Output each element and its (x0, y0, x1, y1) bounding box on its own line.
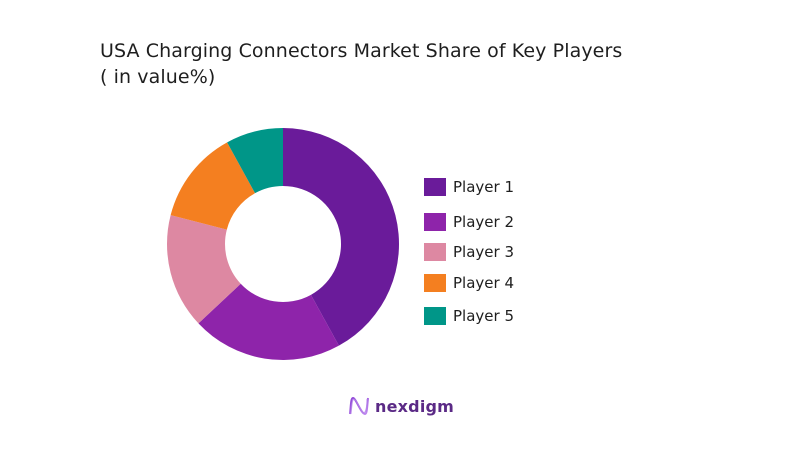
donut-slices (167, 128, 399, 360)
legend-swatch (424, 243, 446, 261)
nexdigm-wave-icon (349, 396, 369, 416)
legend-label: Player 2 (453, 213, 514, 231)
chart-subtitle: ( in value%) (100, 66, 216, 88)
legend-item-player-5: Player 5 (424, 307, 514, 325)
legend-item-player-1: Player 1 (424, 178, 514, 196)
legend-label: Player 4 (453, 274, 514, 292)
chart-title: USA Charging Connectors Market Share of … (100, 38, 622, 90)
donut-slice-player-3 (167, 215, 241, 324)
donut-slice-player-1 (283, 128, 399, 346)
donut-slice-player-2 (198, 283, 339, 360)
legend-item-player-4: Player 4 (424, 274, 514, 292)
legend-swatch (424, 274, 446, 292)
chart-title-line1: USA Charging Connectors Market Share of … (100, 40, 623, 62)
donut-slice-player-5 (227, 128, 283, 194)
legend-swatch (424, 178, 446, 196)
donut-slice-player-4 (170, 142, 256, 230)
legend-swatch (424, 213, 446, 231)
legend-swatch (424, 307, 446, 325)
legend-item-player-2: Player 2 (424, 213, 514, 231)
brand-logo: nexdigm (348, 396, 454, 416)
legend-label: Player 5 (453, 307, 514, 325)
legend-label: Player 1 (453, 178, 514, 196)
brand-name: nexdigm (375, 396, 455, 416)
legend-label: Player 3 (453, 243, 514, 261)
legend-item-player-3: Player 3 (424, 243, 514, 261)
